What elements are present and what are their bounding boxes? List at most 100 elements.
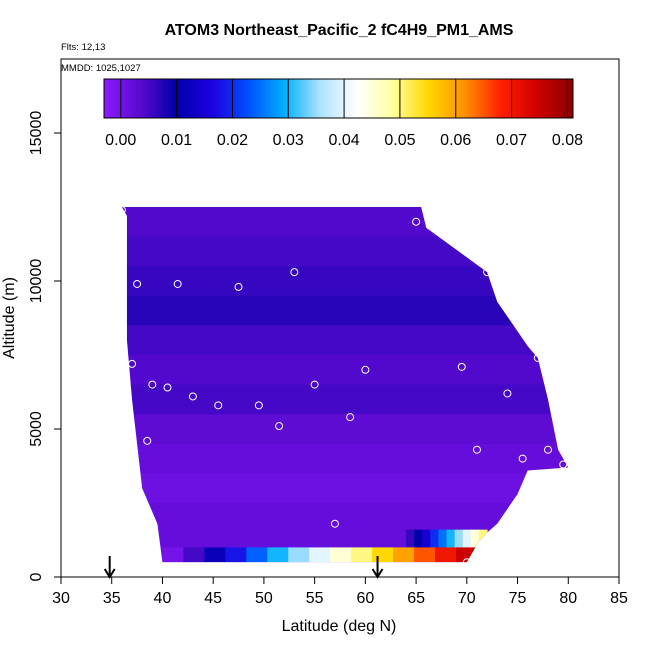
colorbar: 0.00 0.01 0.02 0.03 0.04 0.05 0.06 0.07 0.08 [103, 78, 583, 149]
colorbar-swatch [511, 79, 515, 118]
colorbar-swatch [297, 79, 301, 118]
colorbar-swatch [279, 79, 284, 118]
hot-band-cell [478, 529, 488, 551]
x-tick-label: 40 [154, 590, 172, 607]
x-tick-label: 65 [407, 590, 425, 607]
colorbar-swatch [250, 79, 254, 118]
colorbar-tick-label: 0.03 [273, 132, 304, 149]
colorbar-swatch [411, 79, 416, 118]
colorbar-swatch [487, 79, 492, 118]
colorbar-swatch [429, 79, 433, 118]
colorbar-tick-label: 0.07 [496, 132, 527, 149]
colorbar-swatch [291, 79, 296, 118]
observation-point [412, 217, 421, 226]
hot-band-cell [414, 547, 436, 563]
plot-frame [60, 58, 620, 578]
observation-point [483, 268, 492, 277]
colorbar-swatch [203, 79, 208, 118]
colorbar-swatch [546, 79, 551, 118]
colorbar-swatch [150, 79, 155, 118]
colorbar-swatch [455, 79, 460, 118]
colorbar-swatch [517, 79, 521, 118]
colorbar-swatch [191, 79, 196, 118]
observation-point [128, 359, 137, 368]
colorbar-swatch [446, 79, 451, 118]
field-heatmap [121, 207, 569, 563]
colorbar-swatch [347, 79, 351, 118]
colorbar-swatch [397, 79, 401, 118]
field-level-cell [121, 443, 569, 474]
observation-point [462, 558, 471, 567]
colorbar-swatch [341, 79, 345, 118]
hot-band-cell [405, 529, 415, 551]
colorbar-swatch [189, 79, 193, 118]
observation-point [518, 454, 527, 463]
colorbar-swatch [303, 79, 307, 118]
colorbar-swatch [473, 79, 477, 118]
colorbar-swatch [130, 79, 134, 118]
colorbar-swatch [502, 79, 507, 118]
colorbar-swatch [364, 79, 369, 118]
observation-point [346, 413, 355, 422]
colorbar-swatch [420, 79, 425, 118]
colorbar-swatch [212, 79, 216, 118]
colorbar-swatch [400, 79, 404, 118]
x-tick-label: 35 [103, 590, 121, 607]
colorbar-swatch [268, 79, 272, 118]
colorbar-swatch [402, 79, 407, 118]
colorbar-swatch [482, 79, 486, 118]
hot-band-cell [267, 547, 289, 563]
colorbar-tick-label: 0.08 [552, 132, 583, 149]
hot-band-cell [446, 529, 456, 551]
hot-band-cell [462, 529, 472, 551]
colorbar-swatch [106, 79, 111, 118]
colorbar-swatch [133, 79, 137, 118]
colorbar-swatch [531, 79, 536, 118]
colorbar-swatch [426, 79, 430, 118]
hot-band-cell [455, 547, 478, 563]
colorbar-swatch [112, 79, 117, 118]
colorbar-swatch [159, 79, 164, 118]
colorbar-swatch [361, 79, 366, 118]
colorbar-swatch [115, 79, 120, 118]
colorbar-swatch [523, 79, 527, 118]
colorbar-swatch [136, 79, 140, 118]
colorbar-swatch [564, 79, 568, 118]
colorbar-swatch [526, 79, 530, 118]
colorbar-swatch [332, 79, 337, 118]
colorbar-swatch [194, 79, 199, 118]
observation-point [173, 279, 182, 288]
observation-point [188, 392, 197, 401]
colorbar-swatch [394, 79, 398, 118]
dates-label: MMDD: 1025,1027 [61, 63, 141, 74]
field-level-cell [121, 266, 569, 297]
colorbar-swatch [127, 79, 131, 118]
colorbar-swatch [147, 79, 152, 118]
hot-band-cell [435, 547, 457, 563]
hot-band-cell [309, 547, 331, 563]
colorbar-swatch [373, 79, 378, 118]
colorbar-swatch [534, 79, 539, 118]
colorbar-swatch [405, 79, 410, 118]
colorbar-swatch [139, 79, 143, 118]
colorbar-swatch [124, 79, 128, 118]
colorbar-swatch [549, 79, 553, 118]
colorbar-swatch [241, 79, 246, 118]
x-tick-label: 60 [356, 590, 374, 607]
hot-band-cell [372, 547, 394, 563]
field-level-cell [121, 473, 569, 504]
colorbar-swatch [259, 79, 263, 118]
observation-point [214, 401, 223, 410]
colorbar-swatch [186, 79, 190, 118]
x-tick-label: 85 [610, 590, 628, 607]
colorbar-swatch [142, 79, 146, 118]
colorbar-swatch [444, 79, 448, 118]
observation-point [330, 519, 339, 528]
field-level-cell [121, 295, 569, 326]
colorbar-swatch [165, 79, 169, 118]
hot-band-cell [430, 529, 439, 551]
hot-band-cell [351, 547, 373, 563]
colorbar-swatch [567, 79, 571, 118]
colorbar-swatch [156, 79, 161, 118]
